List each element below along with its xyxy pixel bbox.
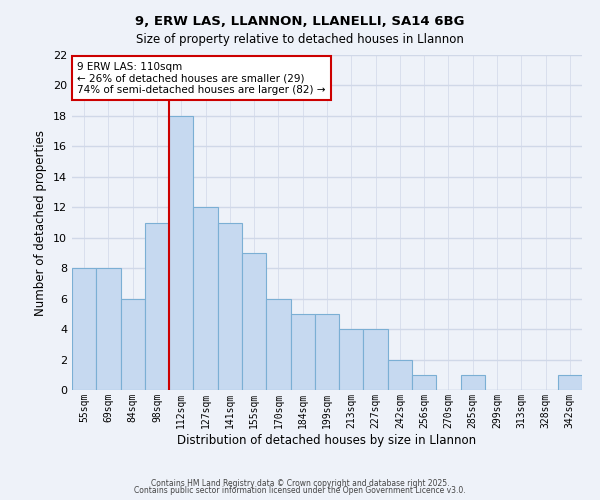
Bar bbox=[96, 268, 121, 390]
Bar bbox=[145, 222, 169, 390]
Bar bbox=[461, 375, 485, 390]
Bar bbox=[388, 360, 412, 390]
Text: Size of property relative to detached houses in Llannon: Size of property relative to detached ho… bbox=[136, 32, 464, 46]
Text: Contains HM Land Registry data © Crown copyright and database right 2025.: Contains HM Land Registry data © Crown c… bbox=[151, 478, 449, 488]
Bar bbox=[266, 298, 290, 390]
Bar bbox=[242, 253, 266, 390]
Bar bbox=[339, 329, 364, 390]
Bar bbox=[364, 329, 388, 390]
Bar bbox=[290, 314, 315, 390]
Text: 9, ERW LAS, LLANNON, LLANELLI, SA14 6BG: 9, ERW LAS, LLANNON, LLANELLI, SA14 6BG bbox=[135, 15, 465, 28]
Bar bbox=[412, 375, 436, 390]
Bar bbox=[193, 208, 218, 390]
Bar bbox=[169, 116, 193, 390]
Bar bbox=[72, 268, 96, 390]
Bar bbox=[218, 222, 242, 390]
X-axis label: Distribution of detached houses by size in Llannon: Distribution of detached houses by size … bbox=[178, 434, 476, 446]
Y-axis label: Number of detached properties: Number of detached properties bbox=[34, 130, 47, 316]
Text: 9 ERW LAS: 110sqm
← 26% of detached houses are smaller (29)
74% of semi-detached: 9 ERW LAS: 110sqm ← 26% of detached hous… bbox=[77, 62, 326, 95]
Text: Contains public sector information licensed under the Open Government Licence v3: Contains public sector information licen… bbox=[134, 486, 466, 495]
Bar bbox=[315, 314, 339, 390]
Bar bbox=[558, 375, 582, 390]
Bar bbox=[121, 298, 145, 390]
